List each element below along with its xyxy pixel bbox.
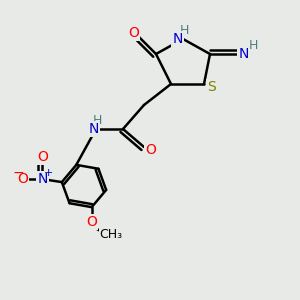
Text: O: O	[145, 143, 156, 157]
Text: N: N	[37, 172, 47, 186]
Text: S: S	[207, 80, 216, 94]
Text: O: O	[37, 150, 48, 164]
Text: N: N	[238, 47, 249, 61]
Text: +: +	[44, 168, 53, 178]
Text: H: H	[180, 24, 189, 37]
Text: N: N	[172, 32, 183, 46]
Text: CH₃: CH₃	[100, 228, 123, 241]
Text: O: O	[17, 172, 28, 186]
Text: H: H	[93, 114, 102, 127]
Text: O: O	[128, 26, 139, 40]
Text: −: −	[13, 166, 24, 179]
Text: N: N	[88, 122, 99, 136]
Text: O: O	[86, 215, 97, 229]
Text: H: H	[249, 39, 258, 52]
